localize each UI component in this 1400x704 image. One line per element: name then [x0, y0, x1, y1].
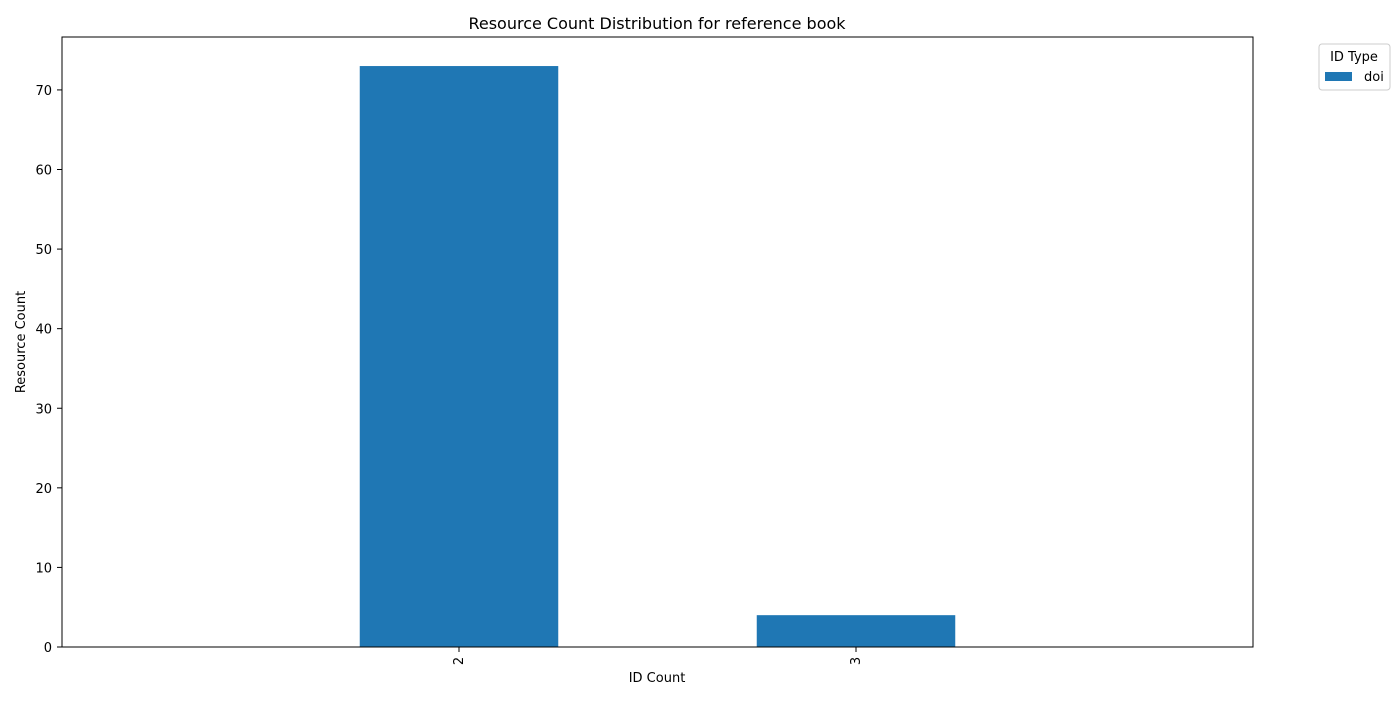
- y-axis: 0 10 20 30 40 50 60 70: [35, 84, 62, 656]
- legend-label-doi: doi: [1364, 70, 1384, 85]
- bar-doi-3: [756, 615, 956, 647]
- bars-layer: [359, 66, 956, 648]
- y-tick-label: 60: [35, 164, 52, 179]
- y-tick-label: 70: [35, 84, 52, 99]
- legend: ID Type doi: [1318, 43, 1391, 91]
- legend-title: ID Type: [1330, 50, 1378, 65]
- y-tick-label: 10: [35, 561, 52, 576]
- y-tick-label: 20: [35, 482, 52, 497]
- x-axis-label: ID Count: [629, 671, 686, 686]
- y-tick-label: 50: [35, 243, 52, 258]
- y-tick-label: 30: [35, 402, 52, 417]
- y-tick-label: 0: [44, 641, 52, 656]
- x-tick-label: 2: [452, 657, 467, 665]
- legend-swatch-doi: [1325, 72, 1352, 81]
- y-tick-label: 40: [35, 323, 52, 338]
- bar-doi-2: [359, 66, 559, 648]
- chart-title: Resource Count Distribution for referenc…: [468, 14, 846, 33]
- y-axis-label: Resource Count: [14, 291, 29, 393]
- plot-frame: [61, 36, 1254, 648]
- x-tick-label: 3: [849, 657, 864, 665]
